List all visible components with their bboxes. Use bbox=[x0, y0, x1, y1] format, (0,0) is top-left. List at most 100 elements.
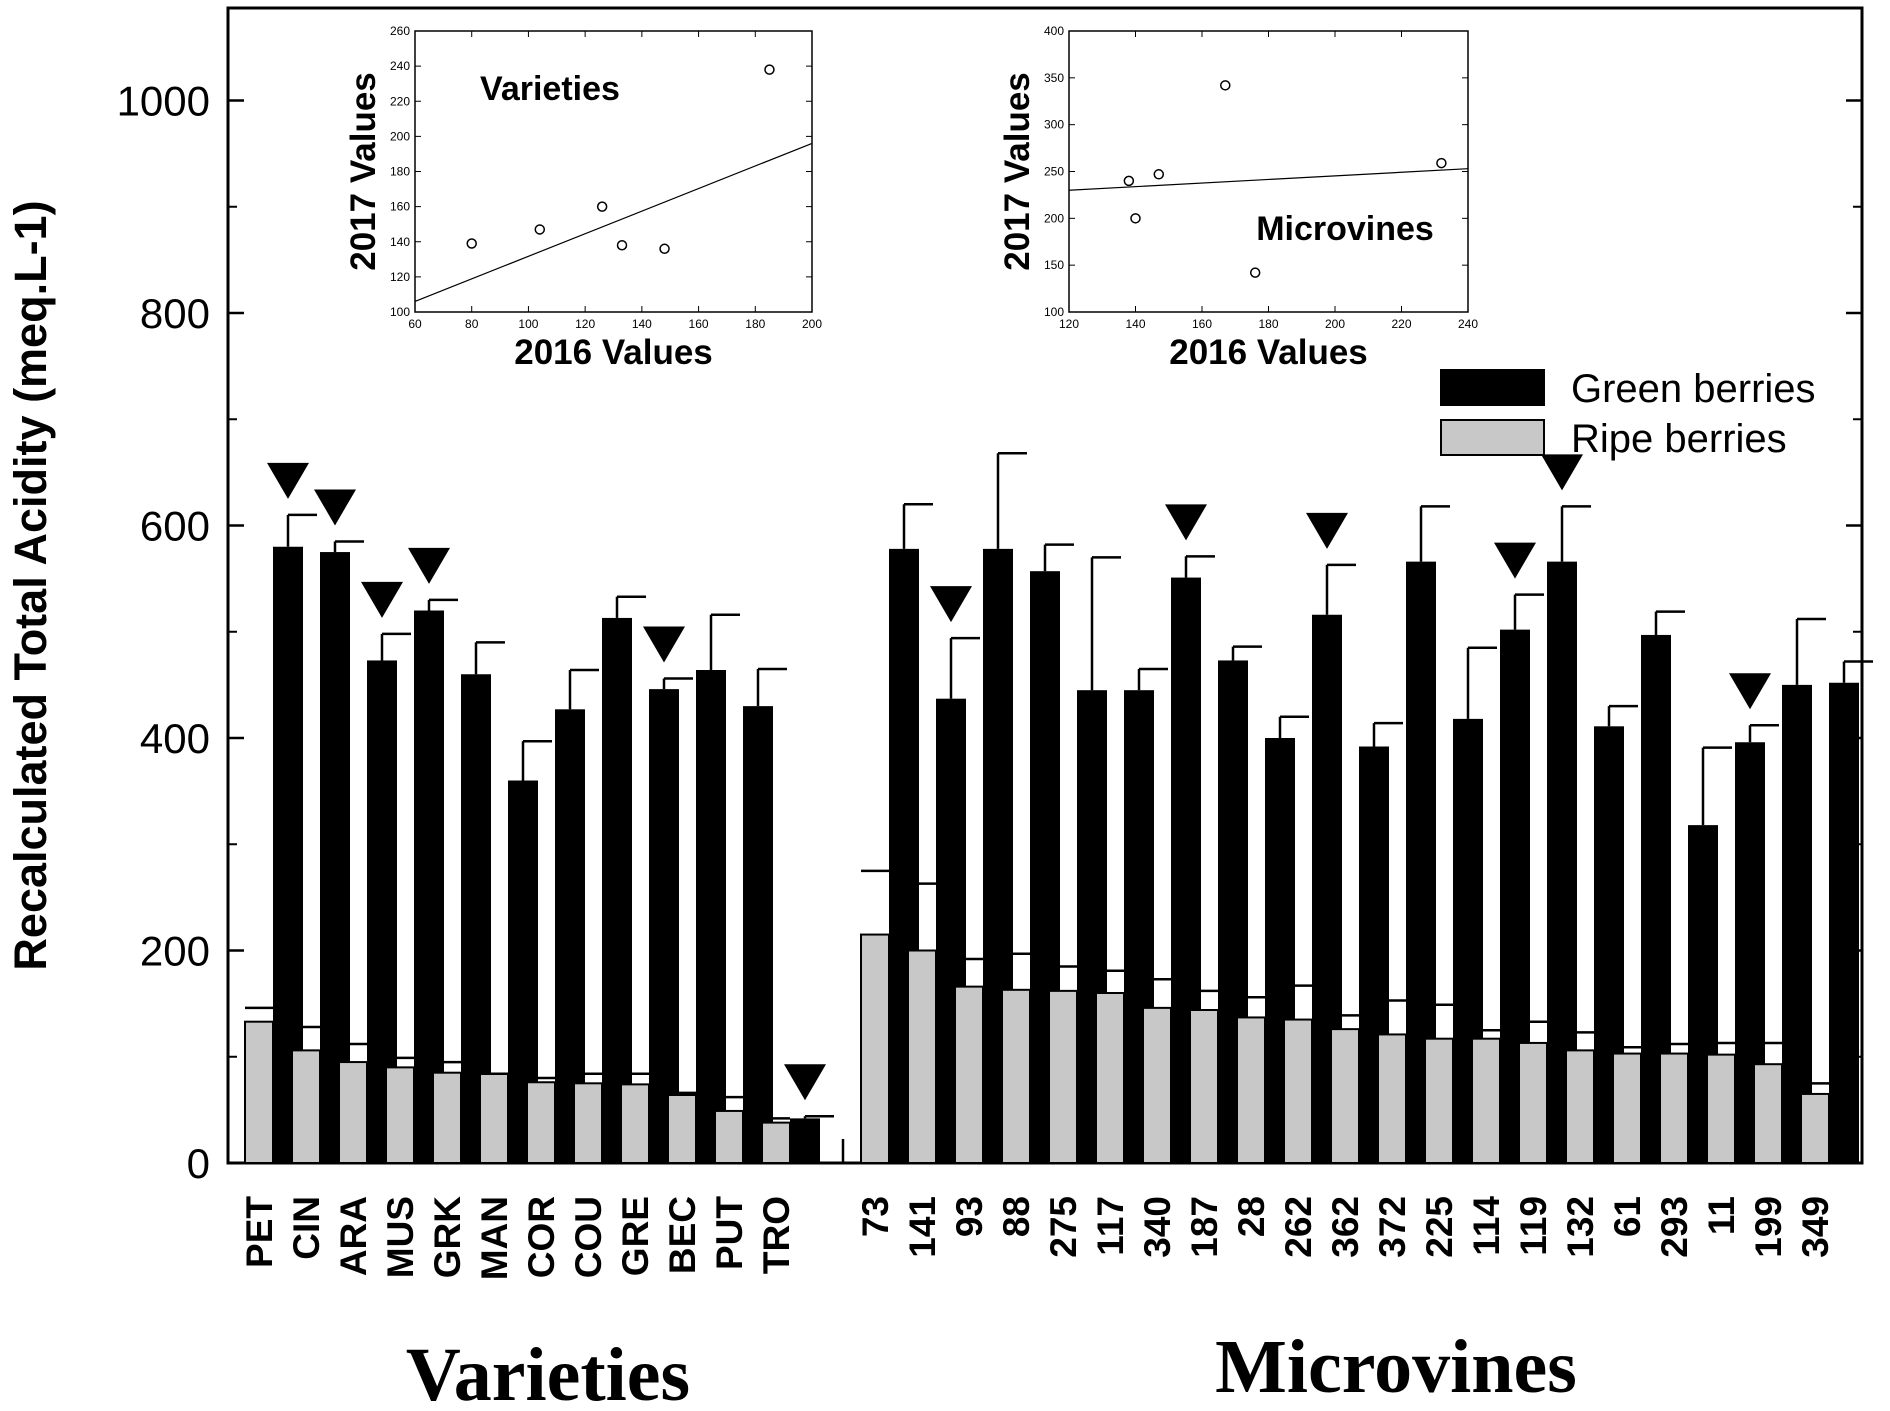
bar-ripe bbox=[1236, 1016, 1266, 1164]
bar-ripe bbox=[479, 1072, 509, 1164]
x-category-label: CIN bbox=[286, 1196, 327, 1260]
x-category-label: BEC bbox=[662, 1196, 703, 1274]
inset-varieties-point bbox=[764, 64, 775, 75]
inset-microvines-plot: 120 140 160 180 200 220 240 100 150 200 250 300 350 4… bbox=[998, 24, 1478, 372]
x-category-label: COR bbox=[521, 1196, 562, 1278]
bar-ripe bbox=[761, 1121, 791, 1164]
bar-ripe bbox=[954, 985, 984, 1164]
y-tick-label: 600 bbox=[140, 503, 210, 550]
inset-microvines-y-tick-label: 250 bbox=[1044, 165, 1064, 179]
bar-ripe bbox=[1424, 1037, 1454, 1164]
inset-microvines-title: Microvines bbox=[1256, 210, 1434, 248]
inset-microvines-y-tick-label: 100 bbox=[1044, 305, 1064, 319]
bar-ripe bbox=[338, 1061, 368, 1164]
y-tick-label: 1000 bbox=[117, 78, 210, 125]
significance-marker bbox=[314, 489, 356, 526]
x-category-label: 93 bbox=[949, 1196, 990, 1237]
x-category-label: 349 bbox=[1795, 1196, 1836, 1258]
legend-swatch-green bbox=[1440, 369, 1545, 406]
bar-ripe bbox=[1471, 1037, 1501, 1164]
inset-varieties-x-tick-label: 160 bbox=[689, 317, 709, 331]
x-category-label: MUS bbox=[380, 1196, 421, 1278]
inset-varieties-plot: 60 80 100 120 140 160 180 200 100 120 140 160 180 200… bbox=[344, 24, 822, 372]
x-category-label: 225 bbox=[1419, 1196, 1460, 1258]
x-category-label: 11 bbox=[1701, 1196, 1742, 1235]
bar-ripe bbox=[1330, 1028, 1360, 1164]
x-category-label: 293 bbox=[1654, 1196, 1695, 1258]
significance-marker bbox=[1729, 673, 1771, 710]
bar-green bbox=[790, 1118, 820, 1163]
inset-microvines-y-tick-label: 150 bbox=[1044, 258, 1064, 272]
bar-ripe bbox=[1283, 1018, 1313, 1164]
x-category-label: 61 bbox=[1607, 1196, 1648, 1237]
x-category-label: GRK bbox=[427, 1196, 468, 1279]
legend-swatch-ripe bbox=[1440, 419, 1545, 456]
x-category-label: 187 bbox=[1184, 1196, 1225, 1258]
x-category-label: ARA bbox=[333, 1196, 374, 1276]
bar-green bbox=[602, 617, 632, 1163]
significance-marker bbox=[267, 462, 309, 499]
inset-microvines-x-tick-label: 160 bbox=[1192, 317, 1212, 331]
inset-varieties-y-tick-label: 160 bbox=[390, 200, 410, 214]
bar-ripe bbox=[1142, 1006, 1172, 1164]
inset-microvines-point bbox=[1436, 157, 1447, 169]
bar-ripe bbox=[432, 1071, 462, 1164]
bar-green bbox=[649, 689, 679, 1163]
y-axis-label: Recalculated Total Acidity (meq.L-1) bbox=[5, 200, 56, 970]
x-category-label: 362 bbox=[1325, 1196, 1366, 1258]
inset-varieties-y-tick-label: 180 bbox=[390, 165, 410, 179]
bar-ripe bbox=[1659, 1052, 1689, 1164]
inset-microvines-point bbox=[1153, 169, 1165, 180]
y-tick-label: 400 bbox=[140, 715, 210, 762]
bar-green bbox=[1829, 682, 1859, 1163]
x-category-label: 117 bbox=[1090, 1196, 1131, 1256]
bar-ripe bbox=[1377, 1033, 1407, 1164]
group-label-microvines: Microvines bbox=[1215, 1325, 1577, 1409]
inset-varieties-x-tick-label: 180 bbox=[745, 317, 765, 331]
bar-ripe bbox=[860, 933, 890, 1164]
y-tick-label: 800 bbox=[140, 290, 210, 337]
inset-microvines-x-label: 2016 Values bbox=[1169, 333, 1368, 372]
x-category-label: PET bbox=[239, 1196, 280, 1268]
inset-microvines-point bbox=[1249, 267, 1261, 278]
x-category-label: COU bbox=[568, 1196, 609, 1278]
x-category-label: 262 bbox=[1278, 1196, 1319, 1258]
significance-marker bbox=[1541, 454, 1583, 491]
bar-green bbox=[743, 706, 773, 1163]
bar-ripe bbox=[291, 1049, 321, 1164]
bar-ripe bbox=[1706, 1053, 1736, 1164]
inset-varieties-y-tick-label: 220 bbox=[390, 94, 410, 108]
inset-microvines-y-tick-label: 300 bbox=[1044, 118, 1064, 132]
inset-microvines-x-tick-label: 240 bbox=[1458, 317, 1478, 331]
inset-varieties-point bbox=[534, 224, 546, 235]
inset-varieties-y-tick-label: 100 bbox=[390, 305, 410, 319]
x-category-label: 73 bbox=[855, 1196, 896, 1237]
inset-varieties-y-label: 2017 Values bbox=[344, 72, 383, 271]
inset-microvines-x-tick-label: 120 bbox=[1059, 317, 1079, 331]
inset-varieties-fit-line bbox=[414, 142, 813, 303]
bar-ripe bbox=[1612, 1052, 1642, 1164]
inset-varieties-y-tick-label: 140 bbox=[390, 235, 410, 249]
bar-ripe bbox=[385, 1066, 415, 1164]
inset-varieties-point bbox=[466, 238, 477, 249]
inset-varieties-x-tick-label: 200 bbox=[802, 317, 822, 331]
bar-green bbox=[696, 670, 726, 1163]
bar-ripe bbox=[1753, 1063, 1783, 1164]
significance-marker bbox=[1494, 542, 1536, 579]
inset-varieties-y-tick-label: 120 bbox=[390, 270, 410, 284]
inset-microvines-x-tick-label: 200 bbox=[1325, 317, 1345, 331]
x-category-label: 114 bbox=[1466, 1196, 1507, 1256]
inset-varieties-x-tick-label: 140 bbox=[632, 317, 652, 331]
inset-varieties-x-tick-label: 60 bbox=[408, 317, 422, 331]
x-category-label: 119 bbox=[1513, 1196, 1554, 1256]
bar-green bbox=[414, 610, 444, 1163]
significance-marker bbox=[408, 547, 450, 584]
inset-varieties-point bbox=[659, 243, 670, 255]
inset-microvines-y-tick-label: 350 bbox=[1044, 71, 1064, 85]
x-category-label: 28 bbox=[1231, 1196, 1272, 1237]
x-category-label: 275 bbox=[1043, 1196, 1084, 1258]
inset-varieties-point bbox=[596, 201, 608, 212]
significance-marker bbox=[1306, 512, 1348, 549]
inset-microvines-y-tick-label: 200 bbox=[1044, 211, 1064, 225]
